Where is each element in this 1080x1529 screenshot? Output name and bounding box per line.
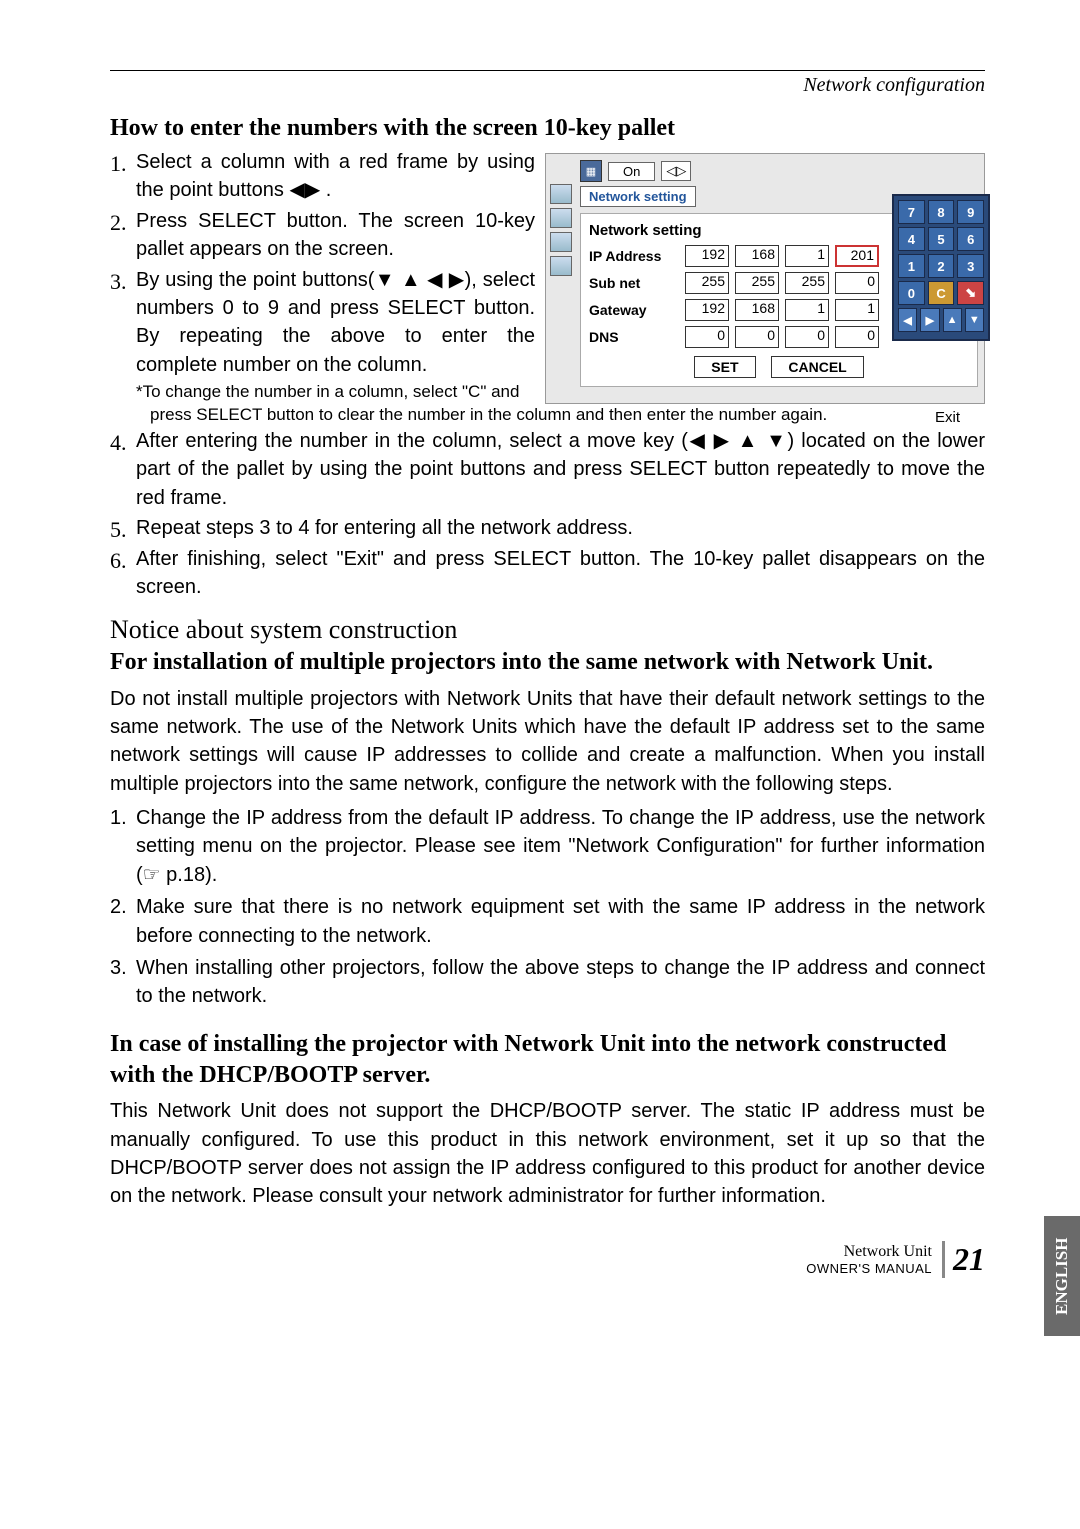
list-item: 3. By using the point buttons(▼ ▲ ◀ ▶), s… [110,266,985,380]
step-number: 1. [110,148,127,179]
list-item: 3. When installing other projectors, foll… [110,954,985,1011]
step-number: 5. [110,514,127,545]
step-text: Select a column with a red frame by usin… [136,151,535,201]
step-number: 4. [110,427,127,458]
step-text: By using the point buttons(▼ ▲ ◀ ▶), sel… [136,269,535,376]
paragraph: Do not install multiple projectors with … [110,685,985,799]
subsection-title: Notice about system construction [110,615,985,645]
list-item: 6. After finishing, select "Exit" and pre… [110,545,985,602]
steps-list-b: 4. After entering the number in the colum… [110,427,985,601]
list-item: 1. Change the IP address from the default… [110,804,985,889]
step-number: 3. [110,266,127,297]
list-item: 5. Repeat steps 3 to 4 for entering all t… [110,514,985,542]
list-item: 2. Make sure that there is no network equ… [110,893,985,950]
footer-title: Network Unit [806,1242,932,1261]
step-text: After finishing, select "Exit" and press… [136,548,985,598]
step-number: 2. [110,893,127,921]
step-text: After entering the number in the column,… [136,430,985,509]
header-section-label: Network configuration [110,74,985,97]
step-number: 2. [110,207,127,238]
bold-title-2: For installation of multiple projectors … [110,647,985,678]
step-text: When installing other projectors, follow… [136,957,985,1007]
language-tab: ENGLISH [1044,1216,1080,1336]
step-text: Repeat steps 3 to 4 for entering all the… [136,517,633,539]
page-footer: Network Unit OWNER'S MANUAL 21 [110,1241,985,1278]
list-item: 2. Press SELECT button. The screen 10-key… [110,207,985,264]
step-text: Change the IP address from the default I… [136,807,985,886]
callout-exit-label: Exit [935,409,960,426]
step-text: Press SELECT button. The screen 10-key p… [136,210,535,260]
step-number: 6. [110,545,127,576]
section-title-1: How to enter the numbers with the screen… [110,115,985,142]
footer-subtitle: OWNER'S MANUAL [806,1261,932,1277]
steps-list-c: 1. Change the IP address from the default… [110,804,985,1011]
bold-title-3: In case of installing the projector with… [110,1029,985,1091]
step-number: 1. [110,804,127,832]
header-rule [110,70,985,71]
page-number: 21 [942,1241,985,1278]
step-text: Make sure that there is no network equip… [136,896,985,946]
step-number: 3. [110,954,127,982]
list-item: 1. Select a column with a red frame by us… [110,148,985,205]
list-item: 4. After entering the number in the colum… [110,427,985,512]
paragraph: This Network Unit does not support the D… [110,1097,985,1211]
